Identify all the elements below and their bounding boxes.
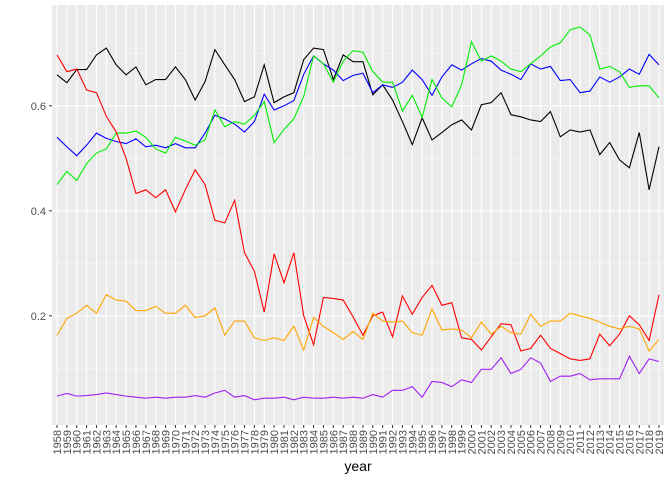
x-tick-label: 1993 [397, 430, 409, 454]
line [56, 26, 660, 185]
x-tick-label: 2011 [575, 430, 587, 454]
x-tick-label: 2010 [565, 430, 577, 454]
x-tick-label: 2004 [506, 430, 518, 454]
x-tick-label: 1960 [72, 430, 84, 454]
x-tick-label: 1980 [269, 430, 281, 454]
x-tick-label: 1969 [161, 430, 173, 454]
x-tick-label: 2006 [526, 430, 538, 454]
x-tick-label: 1989 [358, 430, 370, 454]
line [56, 294, 660, 352]
x-tick-label: 2018 [644, 430, 656, 454]
panel [52, 5, 664, 425]
x-tick-label: 1970 [170, 430, 182, 454]
x-tick-label: 1998 [447, 430, 459, 454]
x-tick-label: 1962 [91, 430, 103, 454]
x-tick-label: 1988 [348, 430, 360, 454]
x-tick-label: 1986 [328, 430, 340, 454]
x-tick-label: 1996 [427, 430, 439, 454]
x-tick-label: 2009 [555, 430, 567, 454]
x-tick-label: 1959 [62, 430, 74, 454]
x-tick-label: 1977 [240, 430, 252, 454]
x-tick-label: 1978 [249, 430, 261, 454]
x-tick-label: 1971 [180, 430, 192, 454]
x-tick-label: 1964 [111, 430, 123, 454]
x-tick-label: 1965 [121, 430, 133, 454]
x-tick-label: 1990 [368, 430, 380, 454]
x-tick-label: 1966 [131, 430, 143, 454]
x-tick-label: 1976 [230, 430, 242, 454]
x-tick-label: 1968 [151, 430, 163, 454]
x-tick-label: 2001 [476, 430, 488, 454]
x-tick-label: 1983 [299, 430, 311, 454]
x-tick-label: 1985 [318, 430, 330, 454]
x-tick-label: 2005 [516, 430, 528, 454]
x-tick-label: 1972 [190, 430, 202, 454]
x-tick-label: 2016 [624, 430, 636, 454]
x-tick-label: 1994 [407, 430, 419, 454]
x-tick-label: 2017 [634, 430, 646, 454]
x-tick-label: 2008 [545, 430, 557, 454]
y-tick-label: 0.6 [31, 101, 46, 113]
x-tick-label: 1982 [289, 430, 301, 454]
x-tick-label: 2003 [496, 430, 508, 454]
x-tick-label: 1992 [388, 430, 400, 454]
x-tick-label: 2019 [654, 430, 666, 454]
x-tick-label: 1958 [52, 430, 64, 454]
x-tick-label: 1981 [279, 430, 291, 454]
x-tick-label: 1973 [200, 430, 212, 454]
x-tick-label: 2007 [536, 430, 548, 454]
x-tick-label: 1974 [210, 430, 222, 454]
x-tick-label: 2014 [605, 430, 617, 454]
x-tick-label: 1984 [309, 430, 321, 454]
x-tick-label: 1987 [338, 430, 350, 454]
x-tick-label: 1997 [437, 430, 449, 454]
x-tick-label: 1991 [378, 430, 390, 454]
line [56, 54, 660, 361]
x-tick-label: 1979 [259, 430, 271, 454]
x-axis-title: year [344, 458, 372, 474]
line [56, 47, 660, 190]
x-tick-label: 1963 [101, 430, 113, 454]
x-tick-label: 1999 [457, 430, 469, 454]
line [56, 355, 660, 401]
x-tick-label: 1975 [220, 430, 232, 454]
x-tick-label: 2015 [615, 430, 627, 454]
x-tick-label: 1961 [82, 430, 94, 454]
x-tick-label: 2002 [486, 430, 498, 454]
y-tick-label: 0.2 [31, 311, 46, 323]
y-tick-label: 0.4 [31, 206, 46, 218]
x-tick-label: 2012 [585, 430, 597, 454]
x-tick-label: 2013 [595, 430, 607, 454]
x-tick-label: 2000 [466, 430, 478, 454]
x-tick-label: 1995 [417, 430, 429, 454]
x-tick-label: 1967 [141, 430, 153, 454]
line [56, 53, 660, 157]
